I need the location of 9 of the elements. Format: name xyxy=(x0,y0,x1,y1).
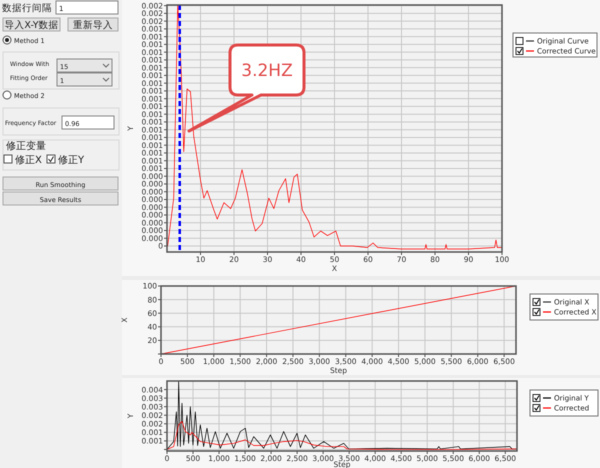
text: 修正变量 xyxy=(6,140,46,152)
text: 重新导入 xyxy=(73,19,113,31)
text: 数据行间隔 xyxy=(2,2,52,14)
text: 修正Y xyxy=(58,155,85,166)
annotation: 3.2HZ xyxy=(241,61,293,81)
line-series xyxy=(166,421,518,450)
text: 导入X-Y数据 xyxy=(4,19,59,31)
text: 修正X xyxy=(15,155,42,166)
line-series xyxy=(167,4,502,250)
